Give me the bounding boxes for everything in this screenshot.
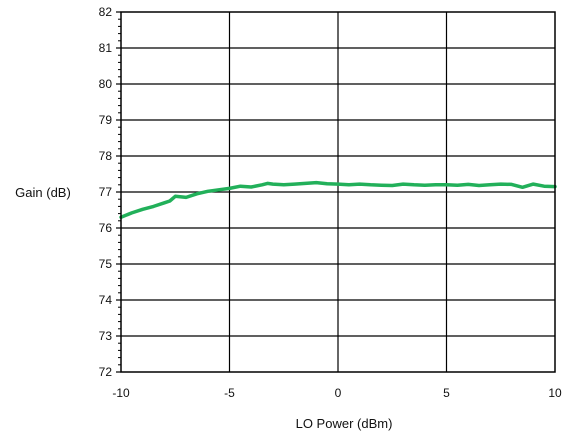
y-tick-label: 77 [99,185,113,199]
y-tick-label: 80 [99,77,113,91]
x-tick-label: 10 [548,386,562,400]
x-tick-label: -5 [224,386,235,400]
grid [116,11,555,373]
y-tick-label: 74 [99,293,113,307]
y-tick-labels: 72 73 74 75 76 77 78 79 80 81 82 [99,5,113,379]
series-layer [119,180,557,219]
x-tick-label: -10 [112,386,130,400]
y-axis-title: Gain (dB) [15,185,71,200]
x-tick-label: 5 [443,386,450,400]
y-tick-label: 79 [99,113,113,127]
y-tick-label: 73 [99,329,113,343]
y-tick-label: 81 [99,41,113,55]
y-tick-label: 82 [99,5,113,19]
y-tick-label: 78 [99,149,113,163]
x-tick-label: 0 [335,386,342,400]
x-tick-labels: -10 -5 0 5 10 [112,386,562,400]
y-tick-label: 75 [99,257,113,271]
x-axis-title: LO Power (dBm) [296,416,393,431]
y-tick-label: 76 [99,221,113,235]
plot-frame [120,11,556,373]
gain-series-line [119,180,557,219]
y-tick-label: 72 [99,365,113,379]
